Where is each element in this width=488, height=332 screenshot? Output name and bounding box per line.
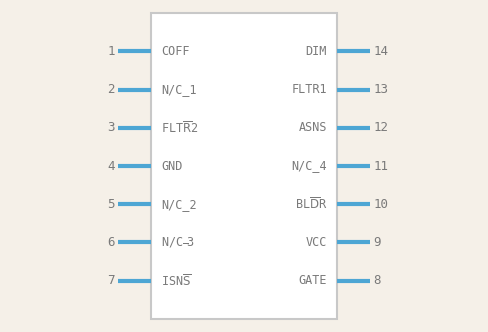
Text: 14: 14	[373, 45, 388, 58]
Text: 1: 1	[107, 45, 115, 58]
Text: DIM: DIM	[305, 45, 327, 58]
FancyBboxPatch shape	[151, 13, 337, 319]
Text: N/C_4: N/C_4	[291, 159, 327, 173]
Text: 4: 4	[107, 159, 115, 173]
Text: 11: 11	[373, 159, 388, 173]
Text: 2: 2	[107, 83, 115, 96]
Text: GATE: GATE	[299, 274, 327, 287]
Text: 10: 10	[373, 198, 388, 211]
Text: 12: 12	[373, 121, 388, 134]
Text: 13: 13	[373, 83, 388, 96]
Text: VCC: VCC	[305, 236, 327, 249]
Text: 6: 6	[107, 236, 115, 249]
Text: BL$\overline{\rm D}$R: BL$\overline{\rm D}$R	[295, 196, 327, 212]
Text: GND: GND	[161, 159, 183, 173]
Text: 3: 3	[107, 121, 115, 134]
Text: ISN$\overline{\rm S}$: ISN$\overline{\rm S}$	[161, 273, 192, 289]
Text: COFF: COFF	[161, 45, 189, 58]
Text: 5: 5	[107, 198, 115, 211]
Text: FLTR1: FLTR1	[291, 83, 327, 96]
Text: N/C_1: N/C_1	[161, 83, 197, 96]
Text: 8: 8	[373, 274, 381, 287]
Text: FLT$\overline{\rm R}$2: FLT$\overline{\rm R}$2	[161, 120, 199, 136]
Text: ASNS: ASNS	[299, 121, 327, 134]
Text: N/C$\overline{\ }$3: N/C$\overline{\ }$3	[161, 235, 194, 249]
Text: 9: 9	[373, 236, 381, 249]
Text: N/C_2: N/C_2	[161, 198, 197, 211]
Text: 7: 7	[107, 274, 115, 287]
